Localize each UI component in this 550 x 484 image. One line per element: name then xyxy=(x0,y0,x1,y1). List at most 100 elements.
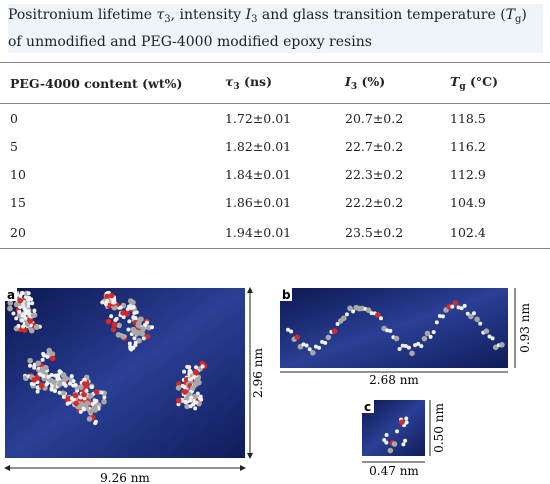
caption-symbol: I xyxy=(245,7,252,23)
atom xyxy=(437,313,442,318)
caption-subscript: g xyxy=(515,14,522,25)
atom xyxy=(86,416,93,422)
atom xyxy=(116,322,122,329)
header-text: (ns) xyxy=(239,74,272,89)
atom xyxy=(32,365,37,370)
atom xyxy=(307,347,312,352)
atom xyxy=(150,325,155,330)
atom xyxy=(49,373,54,378)
atom xyxy=(111,321,118,328)
table-cell: 22.2±0.2 xyxy=(345,194,404,210)
atom xyxy=(28,363,33,368)
atom xyxy=(52,389,57,394)
atom xyxy=(294,334,301,340)
table-cell: 1.84±0.01 xyxy=(225,166,292,182)
atom xyxy=(424,330,431,337)
atom xyxy=(73,400,79,407)
atom xyxy=(41,374,46,379)
atom xyxy=(365,307,372,314)
atom xyxy=(30,312,37,319)
table-cell: 10 xyxy=(10,166,26,182)
atom xyxy=(92,398,97,403)
atom xyxy=(286,327,290,332)
width-label: 0.47 nm xyxy=(369,464,419,478)
atom xyxy=(487,334,492,339)
atom xyxy=(65,395,72,402)
atom xyxy=(452,300,459,306)
atom xyxy=(200,364,205,369)
atom xyxy=(18,304,23,309)
table-cell: 15 xyxy=(10,194,26,210)
table-cell: 0 xyxy=(10,110,18,126)
atom xyxy=(17,297,23,304)
atom xyxy=(69,374,74,379)
atom xyxy=(49,386,54,391)
header-subscript: g xyxy=(459,82,466,92)
atom xyxy=(93,421,98,426)
atom xyxy=(387,447,394,454)
atom xyxy=(79,401,85,408)
label-box xyxy=(5,288,17,301)
atom xyxy=(310,350,316,356)
atom xyxy=(462,303,467,308)
atom xyxy=(131,305,136,310)
atom xyxy=(335,321,340,326)
atom xyxy=(42,353,47,358)
atom xyxy=(499,342,505,348)
atom xyxy=(395,429,400,434)
atom xyxy=(126,327,131,332)
atom xyxy=(133,343,138,348)
header-symbol: τ xyxy=(225,74,234,89)
atom xyxy=(397,347,402,352)
atom xyxy=(188,404,193,409)
atom xyxy=(112,297,117,302)
atom xyxy=(26,309,31,314)
atom xyxy=(197,396,202,401)
atom xyxy=(403,438,408,443)
atom xyxy=(45,381,50,386)
atom xyxy=(7,300,14,306)
atom xyxy=(21,327,28,333)
atom xyxy=(184,403,190,410)
atom xyxy=(193,369,199,375)
atom xyxy=(193,406,198,411)
table-row: 10 1.84±0.01 22.3±0.2 112.9 xyxy=(0,160,550,188)
atom xyxy=(38,372,43,377)
header-cell: τ3 (ns) xyxy=(215,62,335,104)
atom xyxy=(7,305,13,312)
atom xyxy=(189,385,196,391)
table-body: 0 1.72±0.01 20.7±0.2 118.5 5 1.82±0.01 22.7±0.… xyxy=(0,104,550,249)
atom xyxy=(31,382,36,387)
atom xyxy=(379,316,383,321)
atom xyxy=(421,335,428,342)
atom xyxy=(398,419,405,426)
atom xyxy=(144,333,151,340)
atom xyxy=(413,343,418,348)
width-label: 9.26 nm xyxy=(100,471,150,484)
atom xyxy=(51,379,57,385)
atom xyxy=(320,339,325,344)
atom xyxy=(409,350,415,357)
atom xyxy=(26,302,31,307)
atom xyxy=(27,318,34,324)
height-label: 0.93 nm xyxy=(518,303,532,353)
atom xyxy=(317,345,321,350)
atom xyxy=(194,377,201,383)
atom xyxy=(134,330,141,336)
atom xyxy=(136,337,142,344)
atom xyxy=(84,388,89,393)
atom xyxy=(23,308,28,313)
table-row: 0 1.72±0.01 20.7±0.2 118.5 xyxy=(0,104,550,133)
atom xyxy=(32,308,37,313)
atom xyxy=(20,291,25,296)
atom xyxy=(478,321,483,326)
header-text: (%) xyxy=(357,74,386,89)
table-row: 15 1.86±0.01 22.2±0.2 104.9 xyxy=(0,188,550,216)
atom xyxy=(35,360,41,367)
atom xyxy=(441,314,445,319)
atom xyxy=(34,375,41,381)
atom xyxy=(130,299,136,306)
atom xyxy=(131,315,136,320)
atom xyxy=(375,312,381,318)
height-label: 0.50 nm xyxy=(432,403,446,453)
